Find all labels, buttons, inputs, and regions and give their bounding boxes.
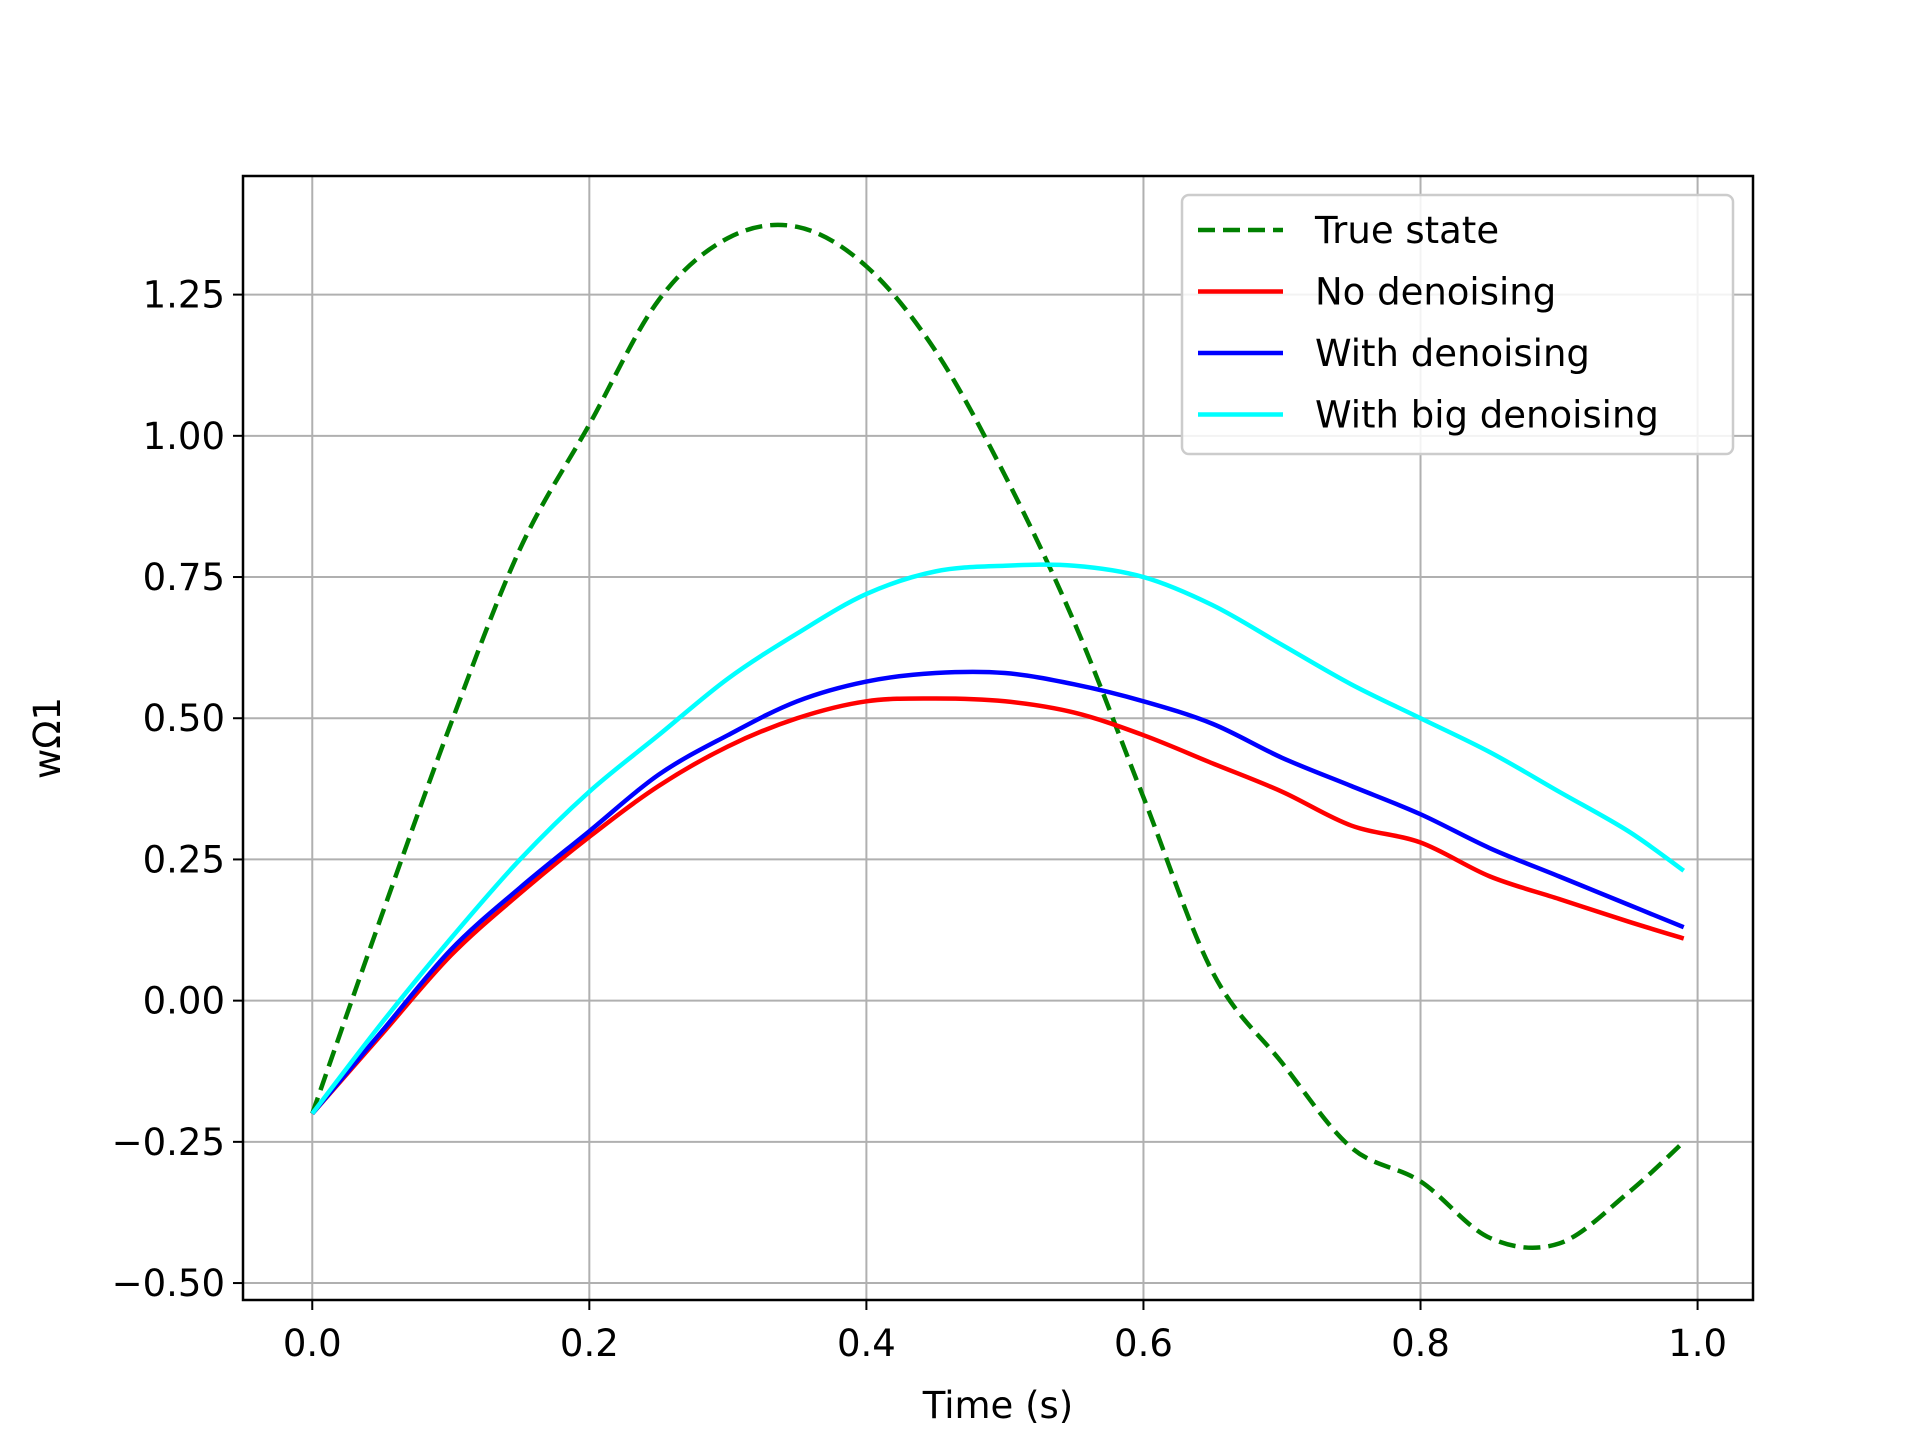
y-tick-label: 0.00: [143, 980, 225, 1023]
x-tick-label: 0.2: [560, 1322, 619, 1365]
series-line-no-denoising: [310, 696, 1685, 1116]
y-tick-label: −0.25: [112, 1121, 225, 1164]
y-tick-label: 1.25: [143, 274, 225, 317]
legend-label-with-big-denoising: With big denoising: [1315, 394, 1659, 437]
legend-label-no-denoising: No denoising: [1315, 271, 1556, 314]
x-tick-label: 0.8: [1391, 1322, 1450, 1365]
axis-ticks: 0.0 0.2 0.4 0.6 0.8 1.0 −0.50 −0.25 0.00 0.25 0.50…: [112, 274, 1727, 1365]
series-line-with-big-denoising: [310, 562, 1686, 1115]
plot-area-frame: [241, 174, 1755, 1302]
y-tick-label: 1.00: [143, 415, 225, 458]
x-tick-label: 0.0: [283, 1322, 342, 1365]
legend: True state No denoising With denoising With…: [1180, 193, 1735, 456]
x-tick-label: 1.0: [1668, 1322, 1727, 1365]
series-line-with-denoising: [310, 669, 1685, 1116]
y-tick-label: 0.75: [143, 556, 225, 599]
series-lines: [310, 222, 1686, 1250]
x-axis-label: Time (s): [922, 1384, 1073, 1427]
y-tick-label: −0.50: [112, 1262, 225, 1305]
y-axis-label: wΩ1: [26, 697, 69, 779]
y-tick-label: 0.50: [143, 697, 225, 740]
legend-box: [1180, 193, 1735, 456]
y-tick-label: 0.25: [143, 838, 225, 881]
legend-label-true-state: True state: [1314, 209, 1499, 252]
x-tick-label: 0.6: [1114, 1322, 1173, 1365]
legend-label-with-denoising: With denoising: [1315, 332, 1590, 375]
x-tick-label: 0.4: [837, 1322, 896, 1365]
series-line-true-state: [310, 222, 1686, 1250]
